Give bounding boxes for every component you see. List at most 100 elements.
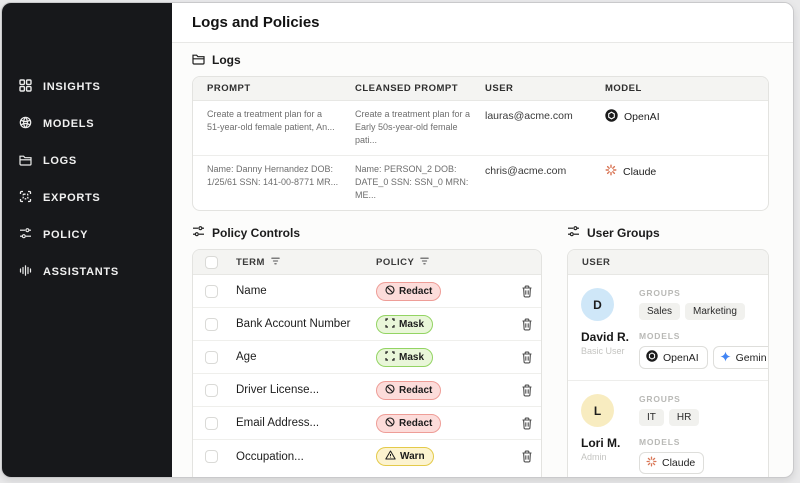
no-entry-icon — [385, 416, 395, 430]
sidebar-item-label: INSIGHTS — [43, 81, 101, 93]
policy-badge-redact[interactable]: Redact — [376, 413, 442, 433]
model-cell: OpenAI — [605, 108, 768, 125]
policy-badge-redact[interactable]: Redact — [376, 380, 442, 400]
policy-controls-section: Policy Controls TERM POLICY — [192, 225, 542, 477]
delete-button[interactable] — [513, 450, 541, 463]
group-chip: IT — [639, 409, 664, 426]
no-entry-icon — [385, 383, 395, 397]
policy-table: TERM POLICY Name — [192, 249, 542, 477]
delete-button[interactable] — [513, 384, 541, 397]
logs-section-title: Logs — [192, 52, 769, 68]
sidebar-item-label: EXPORTS — [43, 192, 101, 204]
delete-button[interactable] — [513, 351, 541, 364]
cleansed-prompt-cell: Name: PERSON_2 DOB: DATE_0 SSN: SSN_0 MR… — [355, 164, 469, 200]
user-groups-card: USER D David R. Basic User GROUPS — [567, 249, 769, 477]
policy-row: Name Redact — [193, 275, 541, 308]
user-name: David R. — [581, 330, 630, 344]
warning-triangle-icon — [385, 450, 396, 463]
policy-row: Driver License... Redact — [193, 374, 541, 407]
log-row[interactable]: Name: Danny Hernandez DOB: 1/25/61 SSN: … — [193, 155, 768, 210]
prompt-cell: Create a treatment plan for a 51-year-ol… — [207, 109, 335, 132]
delete-button[interactable] — [513, 318, 541, 331]
group-chip: HR — [668, 409, 700, 426]
sidebar-item-label: ASSISTANTS — [43, 266, 119, 278]
policy-badge-warn[interactable]: Warn — [376, 447, 434, 466]
model-cell: Claude — [605, 163, 768, 179]
sidebar-item-insights[interactable]: INSIGHTS — [2, 75, 172, 99]
row-checkbox[interactable] — [205, 416, 218, 430]
user-identity: L Lori M. Admin — [581, 394, 639, 474]
col-model: MODEL — [605, 83, 642, 94]
model-chip: Gemin — [712, 346, 768, 369]
col-policy: POLICY — [376, 257, 513, 268]
sliders-icon — [192, 225, 205, 241]
row-checkbox[interactable] — [205, 450, 218, 463]
user-column-header: USER — [568, 250, 768, 275]
policy-row: Email Address... Redact — [193, 407, 541, 440]
policy-row: Bank Account Number Mask — [193, 308, 541, 341]
policy-badge-redact[interactable]: Redact — [376, 281, 442, 301]
group-chip: Sales — [639, 303, 681, 320]
user-cell: lauras@acme.com — [485, 110, 573, 122]
model-chip: Claude — [639, 452, 705, 474]
folder-icon — [19, 153, 32, 169]
user-role: Basic User — [581, 346, 625, 356]
sidebar-item-exports[interactable]: EXPORTS — [2, 186, 172, 210]
mask-frame-icon — [385, 350, 395, 364]
term-label: Occupation... — [236, 450, 304, 463]
filter-icon[interactable] — [271, 257, 280, 268]
user-groups-title: User Groups — [567, 225, 769, 241]
policy-row: Age Mask — [193, 341, 541, 374]
user-cell: chris@acme.com — [485, 165, 567, 177]
claude-icon — [646, 456, 657, 470]
avatar: D — [581, 288, 614, 321]
term-label: Email Address... — [236, 417, 320, 429]
user-card: L Lori M. Admin GROUPS IT HR MODELS — [568, 380, 768, 477]
openai-icon — [646, 350, 658, 365]
delete-button[interactable] — [513, 285, 541, 298]
filter-icon[interactable] — [420, 257, 430, 268]
page-header: Logs and Policies — [172, 3, 793, 43]
delete-button[interactable] — [513, 417, 541, 430]
sidebar-item-label: MODELS — [43, 118, 95, 130]
sphere-icon — [19, 116, 32, 132]
user-card: D David R. Basic User GROUPS Sales Marke… — [568, 275, 768, 380]
term-label: Age — [236, 351, 257, 363]
sidebar-item-label: LOGS — [43, 155, 77, 167]
sliders-icon — [19, 227, 32, 243]
row-checkbox[interactable] — [205, 383, 218, 397]
sidebar-item-label: POLICY — [43, 229, 89, 241]
col-cleansed-prompt: CLEANSED PROMPT — [355, 83, 459, 94]
user-groups-label: User Groups — [587, 226, 660, 240]
row-checkbox[interactable] — [205, 284, 218, 298]
model-name: OpenAI — [624, 111, 660, 123]
sidebar-item-policy[interactable]: POLICY — [2, 223, 172, 247]
log-row[interactable]: Create a treatment plan for a 51-year-ol… — [193, 101, 768, 155]
models-label: MODELS — [639, 331, 681, 341]
policy-section-title: Policy Controls — [192, 225, 542, 241]
sidebar: INSIGHTS MODELS LOGS EXPORTS POLICY ASSI… — [2, 3, 172, 477]
models-label: MODELS — [639, 437, 681, 447]
sidebar-item-models[interactable]: MODELS — [2, 112, 172, 136]
claude-icon — [605, 164, 617, 179]
user-name: Lori M. — [581, 436, 621, 450]
policy-table-header: TERM POLICY — [193, 250, 541, 275]
logs-section-label: Logs — [212, 53, 241, 67]
waveform-icon — [19, 264, 32, 280]
openai-icon — [605, 109, 618, 125]
sidebar-item-logs[interactable]: LOGS — [2, 149, 172, 173]
select-all-checkbox[interactable] — [205, 255, 218, 269]
sidebar-item-assistants[interactable]: ASSISTANTS — [2, 260, 172, 284]
policy-badge-mask[interactable]: Mask — [376, 347, 434, 367]
policy-row: Occupation... Warn — [193, 440, 541, 473]
row-checkbox[interactable] — [205, 317, 218, 331]
groups-label: GROUPS — [639, 394, 681, 404]
policy-badge-mask[interactable]: Mask — [376, 314, 434, 334]
group-chip: Marketing — [685, 303, 745, 320]
row-checkbox[interactable] — [205, 350, 218, 364]
grid-icon — [19, 79, 32, 95]
main-area: Logs and Policies Logs PROMPT CLEANSED P… — [172, 3, 793, 477]
prompt-cell: Name: Danny Hernandez DOB: 1/25/61 SSN: … — [207, 164, 339, 187]
logs-table: PROMPT CLEANSED PROMPT USER MODEL Create… — [192, 76, 769, 211]
user-groups-section: User Groups USER D David R. Basic User — [567, 225, 769, 477]
